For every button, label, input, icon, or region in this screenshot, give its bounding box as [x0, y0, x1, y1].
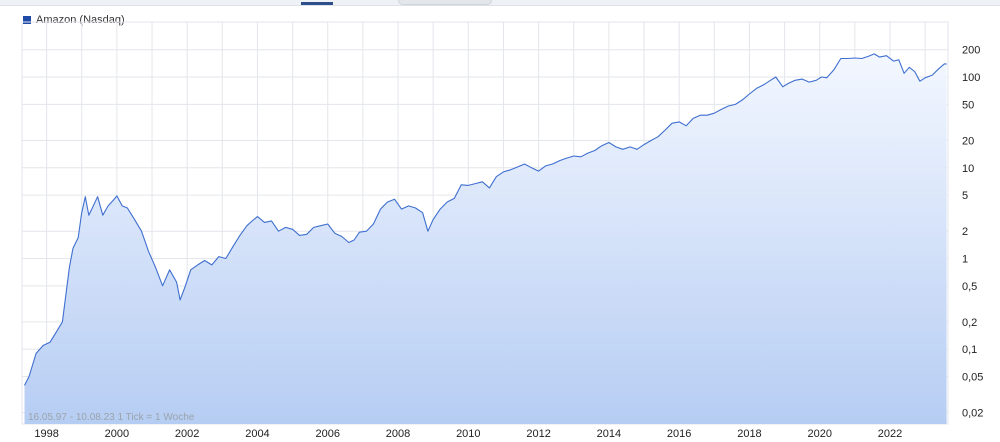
top-toolbar-strip	[0, 0, 1000, 6]
y-tick-label: 50	[962, 99, 974, 111]
x-tick-label: 2018	[737, 428, 761, 440]
y-tick-label: 0,1	[962, 344, 977, 356]
range-note: 16.05.97 - 10.08.23 1 Tick = 1 Woche	[28, 412, 195, 423]
y-tick-label: 10	[962, 163, 974, 175]
y-tick-label: 2	[962, 226, 968, 238]
y-tick-label: 200	[962, 45, 980, 57]
x-tick-label: 2010	[456, 428, 480, 440]
x-tick-label: 2020	[807, 428, 831, 440]
y-tick-label: 0,05	[962, 372, 983, 384]
legend-label: Amazon (Nasdaq)	[36, 14, 125, 26]
x-tick-label: 1998	[34, 428, 58, 440]
x-tick-label: 2006	[315, 428, 339, 440]
x-tick-label: 2022	[878, 428, 902, 440]
chart-legend: Amazon (Nasdaq)	[23, 13, 125, 27]
price-area-fill	[24, 53, 947, 425]
y-tick-label: 0,5	[962, 281, 977, 293]
price-line	[24, 53, 947, 386]
x-tick-label: 2012	[526, 428, 550, 440]
x-tick-label: 2000	[105, 428, 129, 440]
x-tick-label: 2016	[667, 428, 691, 440]
active-tab-indicator[interactable]	[301, 2, 333, 5]
y-tick-label: 20	[962, 135, 974, 147]
x-tick-label: 2008	[386, 428, 410, 440]
y-tick-label: 100	[962, 72, 980, 84]
y-tick-label: 0,02	[962, 408, 983, 420]
legend-swatch	[23, 16, 31, 24]
x-tick-label: 2002	[175, 428, 199, 440]
x-tick-label: 2004	[245, 428, 269, 440]
y-tick-label: 5	[962, 190, 968, 202]
x-tick-label: 2014	[597, 428, 621, 440]
y-tick-label: 0,2	[962, 317, 977, 329]
y-tick-label: 1	[962, 254, 968, 266]
